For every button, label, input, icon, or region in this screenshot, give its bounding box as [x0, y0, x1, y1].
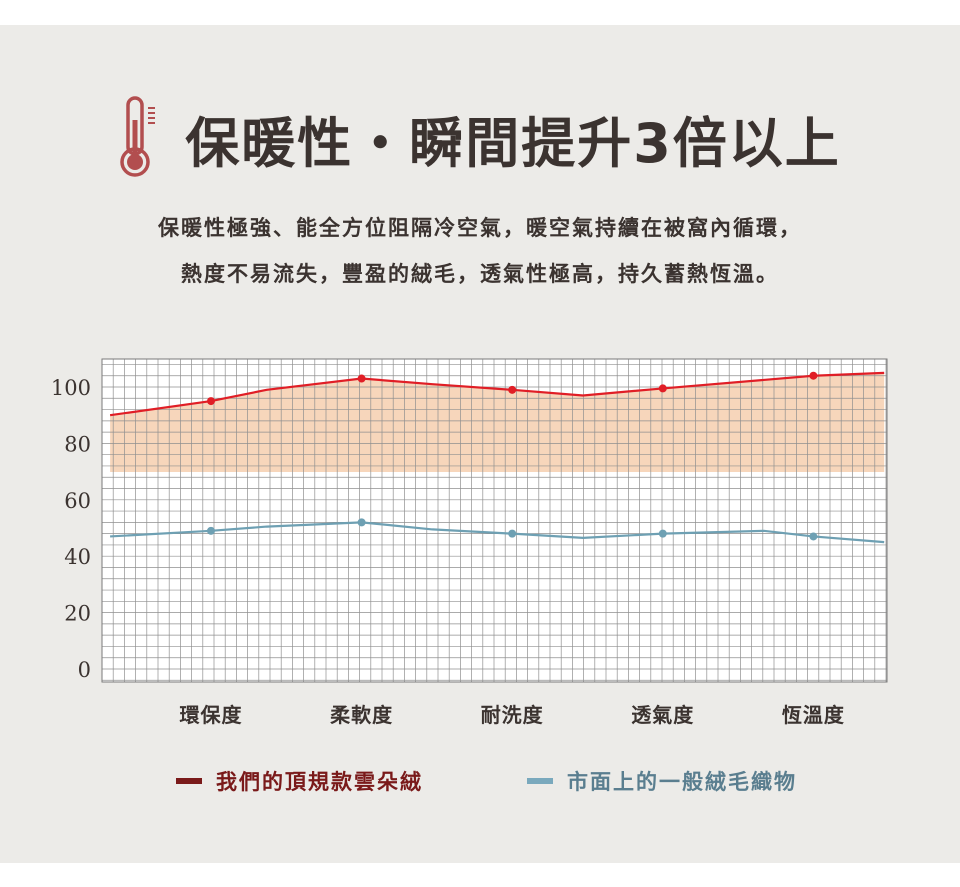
x-tick-label: 耐洗度: [481, 703, 544, 727]
legend-item-generic-fabric: 市面上的一般絨毛織物: [527, 766, 797, 796]
plot-border: [101, 358, 888, 683]
series-point: [207, 526, 215, 535]
x-tick-label: 柔軟度: [330, 703, 393, 727]
legend-swatch-blue: [527, 778, 553, 784]
subtitle-line-1: 保暖性極強、能全方位阻隔冷空氣，暖空氣持續在被窩內循環，: [158, 216, 802, 240]
page-title: 保暖性・瞬間提升3倍以上: [185, 111, 841, 175]
y-tick-label: 0: [78, 658, 91, 682]
y-tick-label: 100: [51, 376, 91, 400]
series-point: [809, 532, 818, 541]
x-tick-label: 透氣度: [631, 703, 694, 727]
series-point: [508, 529, 517, 538]
legend-swatch-red: [176, 778, 202, 784]
y-tick-label: 80: [64, 432, 91, 456]
x-tick-label: 環保度: [180, 703, 243, 727]
series-point: [658, 384, 667, 393]
legend-label: 市面上的一般絨毛織物: [567, 770, 797, 794]
series-point: [658, 529, 667, 538]
series-point: [809, 371, 818, 380]
series-point: [207, 397, 215, 406]
title-row: 保暖性・瞬間提升3倍以上: [0, 88, 960, 188]
thermometer-icon: [120, 96, 156, 177]
y-tick-label: 20: [64, 602, 91, 626]
x-tick-label: 恆溫度: [782, 703, 845, 727]
legend-item-cloud-fleece: 我們的頂規款雲朵絨: [176, 766, 423, 796]
series-point: [357, 374, 366, 383]
series-point: [508, 385, 517, 394]
y-tick-label: 40: [64, 545, 91, 569]
legend-label: 我們的頂規款雲朵絨: [216, 770, 423, 794]
subtitle-line-2: 熱度不易流失，豐盈的絨毛，透氣性極高，持久蓄熱恆溫。: [181, 262, 779, 286]
y-tick-label: 60: [64, 489, 91, 513]
series-point: [357, 518, 366, 527]
